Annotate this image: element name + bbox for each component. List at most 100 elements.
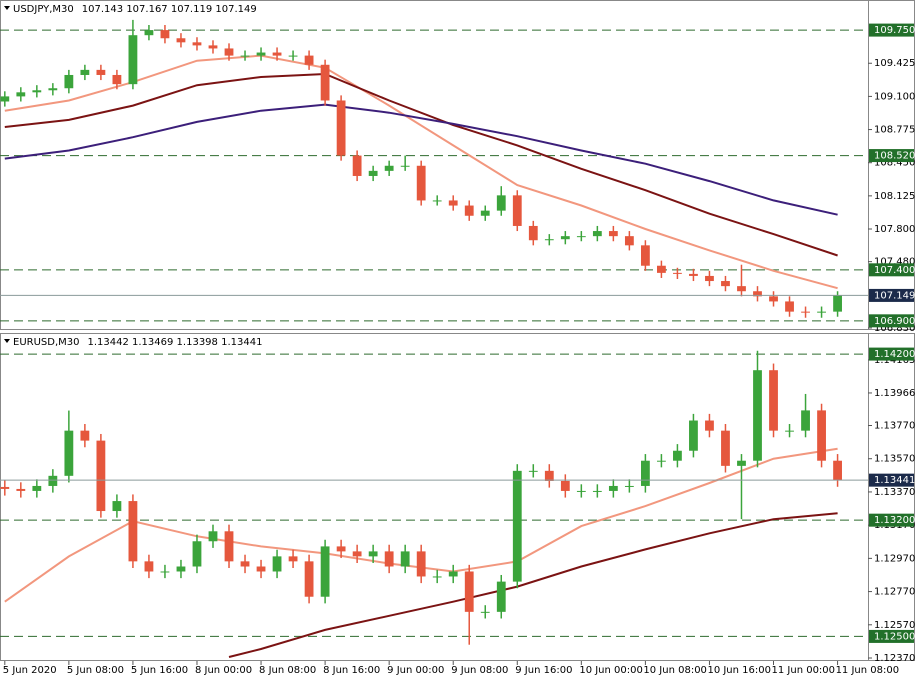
candle-body	[496, 581, 506, 612]
candle-body	[673, 272, 682, 274]
level-label: 106.900	[874, 316, 915, 327]
candle-body	[737, 286, 746, 292]
level-tag	[869, 347, 914, 361]
candle-body	[512, 470, 522, 582]
candle-body	[608, 485, 618, 491]
candle-body	[785, 430, 794, 432]
candle-body	[833, 295, 842, 312]
current-price-tag	[869, 288, 914, 302]
candle-body	[16, 488, 26, 491]
candle-body	[769, 296, 778, 302]
candle-body	[624, 485, 634, 487]
y-tick-label: 107.800	[874, 224, 915, 235]
level-tag	[869, 314, 914, 328]
candle-body	[384, 551, 394, 567]
symbol-label: USDJPY,M30	[13, 4, 74, 15]
candle-body	[272, 556, 282, 572]
candle-body	[48, 88, 58, 91]
candle-body	[160, 571, 170, 573]
candle-body	[208, 531, 218, 542]
candle-body	[48, 475, 58, 486]
x-tick-label: 5 Jun 08:00	[67, 665, 124, 676]
candle-body	[721, 281, 730, 287]
candle-body	[448, 571, 458, 577]
candle-body	[112, 501, 122, 512]
x-tick-label: 11 Jun 00:00	[772, 665, 836, 676]
candle-body	[32, 90, 42, 93]
y-tick-label: 1.12570	[874, 620, 915, 631]
candle-body	[272, 52, 282, 56]
candle-body	[528, 470, 538, 472]
y-tick-label: 109.425	[874, 58, 915, 69]
level-tag	[869, 149, 914, 163]
candle-body	[528, 225, 538, 241]
current-price-label: 107.149	[874, 290, 915, 301]
candle-body	[64, 74, 74, 89]
candle-body	[400, 165, 410, 167]
y-tick-label: 1.13370	[874, 487, 915, 498]
current-price-tag	[869, 473, 914, 487]
candle-body	[176, 38, 186, 43]
candle-body	[576, 490, 586, 492]
candle-body	[657, 265, 666, 273]
candle-body	[240, 55, 250, 57]
menu-arrow	[4, 339, 10, 343]
candle-body	[304, 55, 314, 65]
symbol-label: EURUSD,M30	[13, 337, 79, 348]
x-tick-label: 8 Jun 08:00	[259, 665, 316, 676]
candle-body	[480, 611, 490, 613]
y-tick-label: 1.12770	[874, 587, 915, 598]
candle-body	[288, 55, 298, 57]
ohlc-label: 1.13442 1.13469 1.13398 1.13441	[87, 337, 262, 348]
candle-body	[464, 571, 474, 612]
candle-body	[144, 30, 154, 36]
x-tick-label: 9 Jun 00:00	[387, 665, 444, 676]
x-tick-label: 5 Jun 2020	[3, 665, 57, 676]
candle-body	[657, 460, 666, 462]
candle-body	[753, 291, 762, 297]
level-tag	[869, 23, 914, 37]
level-label: 109.750	[874, 25, 915, 36]
candle-body	[560, 480, 570, 491]
candle-body	[608, 231, 618, 237]
candle-body	[592, 231, 602, 237]
level-label: 107.400	[874, 265, 915, 276]
y-tick-label: 108.775	[874, 125, 915, 136]
y-tick-label: 1.12370	[874, 653, 915, 664]
candle-body	[689, 420, 698, 451]
candle-body	[576, 236, 586, 238]
x-tick-label: 8 Jun 16:00	[323, 665, 380, 676]
candle-body	[256, 52, 266, 56]
level-label: 1.14200	[874, 349, 915, 360]
candle-body	[753, 370, 762, 461]
candle-body	[80, 430, 90, 441]
candle-body	[640, 245, 650, 266]
candle-body	[544, 470, 554, 481]
candle-body	[0, 96, 10, 102]
candle-body	[673, 450, 682, 461]
candle-body	[0, 486, 10, 489]
level-label: 1.12500	[874, 631, 915, 642]
moving-average	[4, 72, 838, 257]
candle-body	[560, 236, 570, 240]
x-tick-label: 10 Jun 08:00	[643, 665, 707, 676]
candle-body	[128, 501, 138, 562]
candle-body	[705, 275, 714, 282]
candle-body	[96, 440, 106, 512]
candle-body	[801, 410, 810, 431]
candle-body	[160, 30, 170, 39]
candle-body	[400, 551, 410, 567]
candle-body	[448, 200, 458, 206]
y-tick-label: 108.125	[874, 191, 915, 202]
candle-body	[176, 566, 186, 572]
candle-body	[192, 42, 202, 46]
candle-body	[721, 430, 730, 466]
ohlc-label: 107.143 107.167 107.119 107.149	[82, 4, 257, 15]
candle-body	[817, 311, 826, 313]
x-tick-label: 9 Jun 16:00	[515, 665, 572, 676]
y-tick-label: 1.13770	[874, 421, 915, 432]
candle-body	[801, 311, 810, 313]
level-tag	[869, 513, 914, 527]
candle-body	[817, 410, 826, 461]
